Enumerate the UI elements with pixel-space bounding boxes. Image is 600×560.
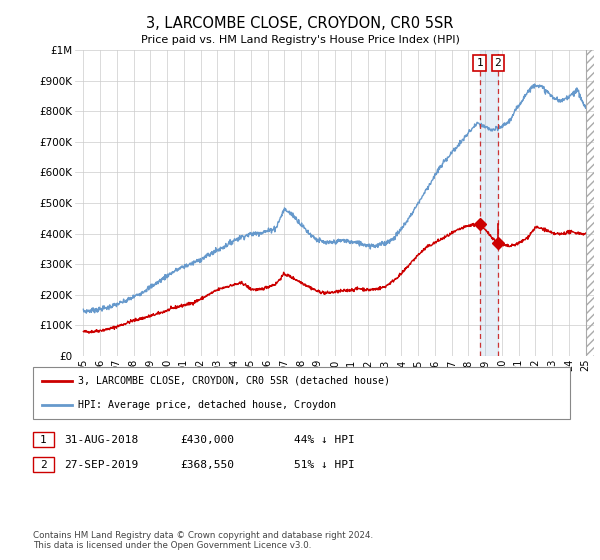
Text: 44% ↓ HPI: 44% ↓ HPI bbox=[294, 435, 355, 445]
Text: 3, LARCOMBE CLOSE, CROYDON, CR0 5SR: 3, LARCOMBE CLOSE, CROYDON, CR0 5SR bbox=[146, 16, 454, 31]
Text: 2: 2 bbox=[40, 460, 47, 469]
Text: 2: 2 bbox=[494, 58, 501, 68]
Text: 31-AUG-2018: 31-AUG-2018 bbox=[64, 435, 139, 445]
Text: £368,550: £368,550 bbox=[180, 460, 234, 469]
Bar bbox=[586, 50, 594, 356]
Bar bbox=[479, 50, 498, 356]
Text: 51% ↓ HPI: 51% ↓ HPI bbox=[294, 460, 355, 469]
Text: HPI: Average price, detached house, Croydon: HPI: Average price, detached house, Croy… bbox=[78, 400, 336, 410]
Text: 27-SEP-2019: 27-SEP-2019 bbox=[64, 460, 139, 469]
Text: £430,000: £430,000 bbox=[180, 435, 234, 445]
Text: 3, LARCOMBE CLOSE, CROYDON, CR0 5SR (detached house): 3, LARCOMBE CLOSE, CROYDON, CR0 5SR (det… bbox=[78, 376, 390, 386]
Text: Contains HM Land Registry data © Crown copyright and database right 2024.
This d: Contains HM Land Registry data © Crown c… bbox=[33, 530, 373, 550]
Text: Price paid vs. HM Land Registry's House Price Index (HPI): Price paid vs. HM Land Registry's House … bbox=[140, 35, 460, 45]
Text: 1: 1 bbox=[40, 435, 47, 445]
Text: 1: 1 bbox=[476, 58, 483, 68]
